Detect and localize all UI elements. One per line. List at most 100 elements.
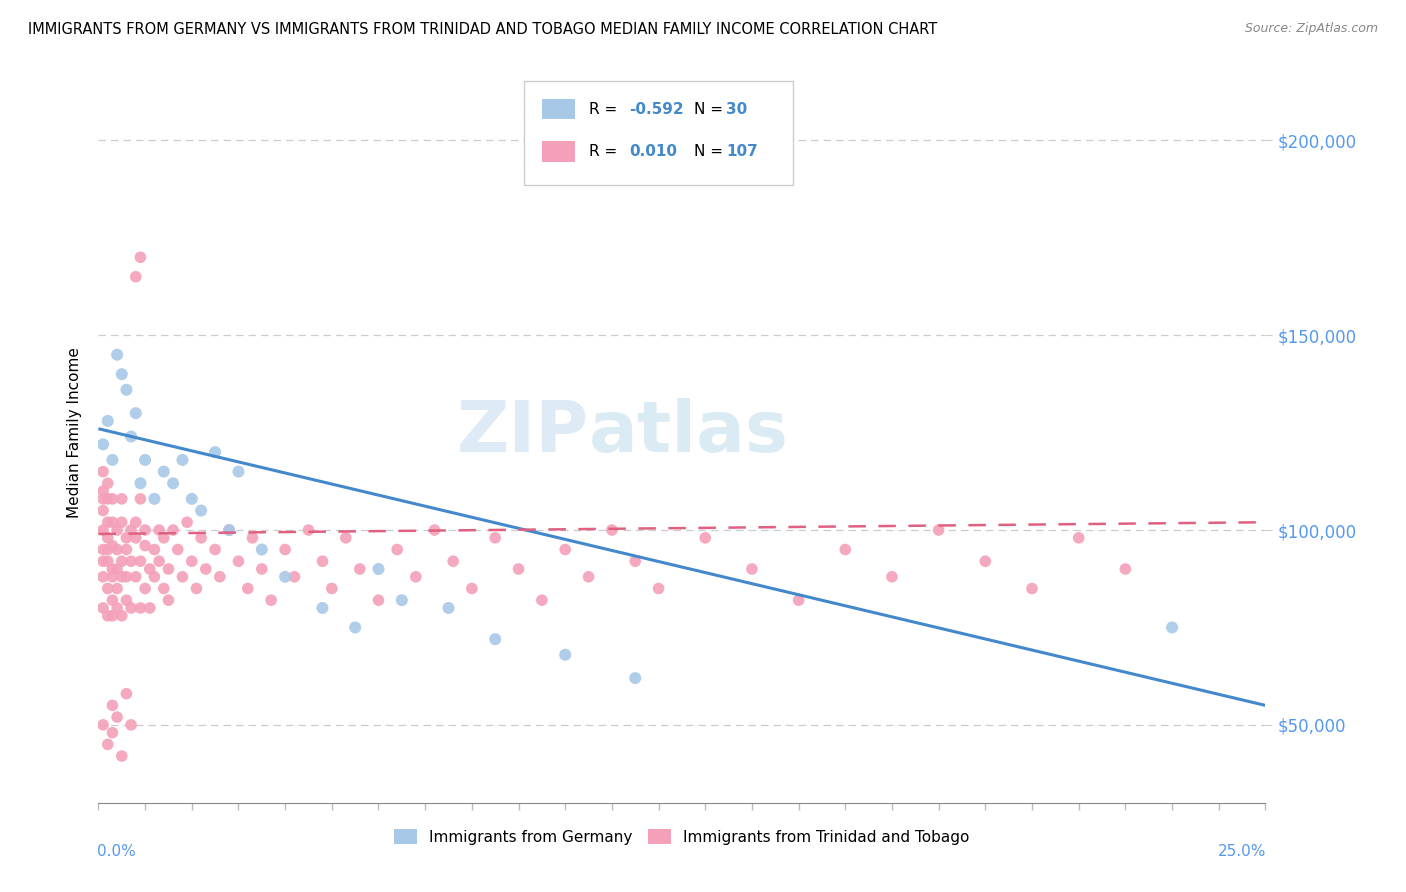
Point	[120, 523, 142, 537]
Point	[101, 698, 124, 713]
Point	[204, 542, 226, 557]
Point	[208, 570, 231, 584]
Point	[321, 582, 343, 596]
Point	[91, 465, 114, 479]
Text: 107: 107	[727, 144, 758, 159]
Point	[186, 582, 208, 596]
Point	[624, 554, 647, 568]
Point	[283, 570, 305, 584]
Point	[115, 593, 138, 607]
Point	[105, 601, 128, 615]
Point	[134, 539, 156, 553]
Point	[228, 554, 250, 568]
Point	[441, 554, 464, 568]
Point	[176, 515, 198, 529]
Point	[139, 601, 162, 615]
Text: R =: R =	[589, 102, 621, 117]
Point	[125, 515, 148, 529]
Point	[115, 383, 138, 397]
Y-axis label: Median Family Income: Median Family Income	[66, 347, 82, 518]
Point	[152, 582, 174, 596]
Point	[484, 531, 506, 545]
Point	[115, 542, 138, 557]
Point	[143, 491, 166, 506]
Point	[242, 531, 264, 545]
Text: Source: ZipAtlas.com: Source: ZipAtlas.com	[1244, 22, 1378, 36]
Point	[204, 445, 226, 459]
Point	[834, 542, 856, 557]
Point	[162, 523, 184, 537]
Point	[260, 593, 283, 607]
Point	[129, 554, 152, 568]
Point	[367, 562, 389, 576]
Point	[101, 562, 124, 576]
Point	[143, 570, 166, 584]
Point	[115, 531, 138, 545]
Point	[111, 749, 134, 764]
Point	[578, 570, 600, 584]
Point	[97, 414, 120, 428]
Point	[120, 601, 142, 615]
Point	[385, 542, 408, 557]
Point	[148, 523, 170, 537]
Point	[101, 725, 124, 739]
Point	[91, 491, 114, 506]
Point	[125, 570, 148, 584]
Point	[1161, 620, 1184, 634]
Point	[105, 562, 128, 576]
Point	[172, 453, 194, 467]
Point	[297, 523, 319, 537]
Text: atlas: atlas	[589, 398, 789, 467]
Point	[105, 523, 128, 537]
Text: -0.592: -0.592	[630, 102, 685, 117]
Point	[484, 632, 506, 647]
Point	[111, 491, 134, 506]
Point	[97, 554, 120, 568]
Point	[91, 554, 114, 568]
Point	[274, 570, 297, 584]
Point	[134, 523, 156, 537]
Point	[101, 539, 124, 553]
Point	[97, 531, 120, 545]
Bar	[541, 141, 575, 161]
Point	[105, 348, 128, 362]
Point	[157, 593, 180, 607]
Point	[1021, 582, 1043, 596]
Point	[250, 542, 273, 557]
Point	[91, 542, 114, 557]
Point	[115, 570, 138, 584]
Point	[91, 503, 114, 517]
Point	[250, 562, 273, 576]
Point	[101, 608, 124, 623]
Point	[391, 593, 413, 607]
Text: IMMIGRANTS FROM GERMANY VS IMMIGRANTS FROM TRINIDAD AND TOBAGO MEDIAN FAMILY INC: IMMIGRANTS FROM GERMANY VS IMMIGRANTS FR…	[28, 22, 938, 37]
FancyBboxPatch shape	[524, 81, 793, 185]
Point	[1067, 531, 1090, 545]
Point	[111, 367, 134, 381]
Point	[91, 437, 114, 451]
Point	[101, 491, 124, 506]
Point	[228, 465, 250, 479]
Point	[120, 718, 142, 732]
Point	[91, 601, 114, 615]
Point	[148, 554, 170, 568]
Point	[111, 570, 134, 584]
Point	[91, 570, 114, 584]
Point	[157, 562, 180, 576]
Text: 0.0%: 0.0%	[97, 844, 136, 858]
Point	[125, 406, 148, 420]
Text: 30: 30	[727, 102, 748, 117]
Text: ZIP: ZIP	[457, 398, 589, 467]
Point	[180, 554, 202, 568]
Point	[91, 484, 114, 499]
Point	[311, 554, 333, 568]
Point	[166, 542, 188, 557]
Point	[97, 737, 120, 751]
Point	[461, 582, 484, 596]
Point	[143, 542, 166, 557]
Point	[349, 562, 371, 576]
Point	[97, 515, 120, 529]
Point	[311, 601, 333, 615]
Point	[134, 582, 156, 596]
Point	[172, 570, 194, 584]
